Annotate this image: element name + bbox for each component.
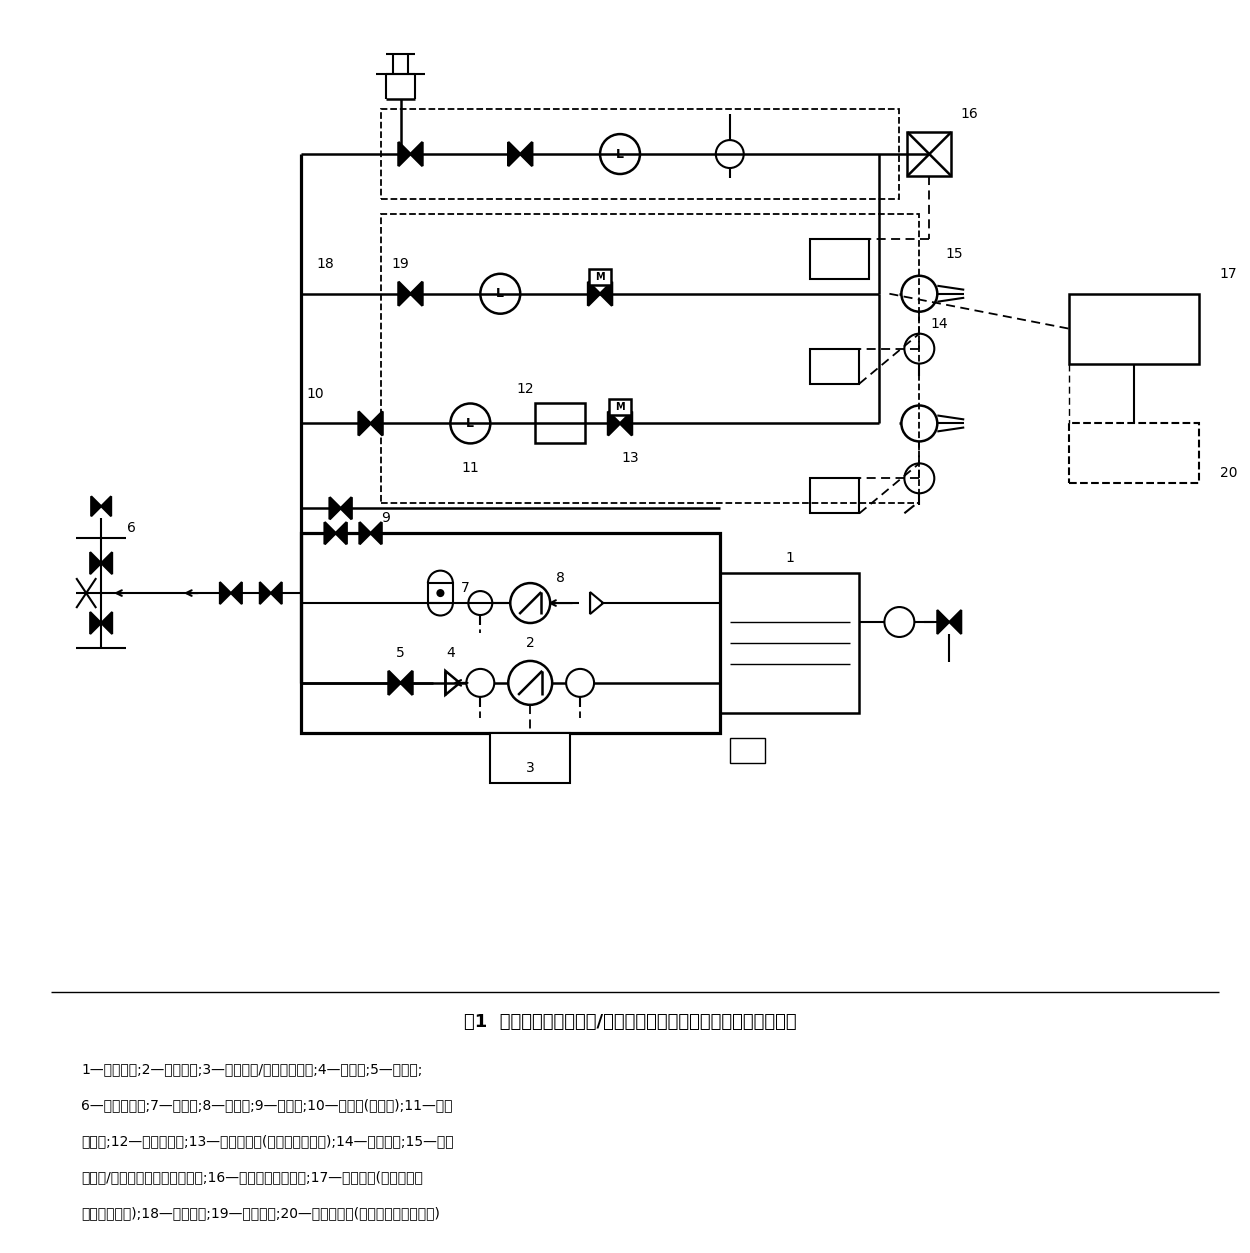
- Circle shape: [905, 333, 934, 363]
- Circle shape: [716, 140, 744, 168]
- Circle shape: [510, 583, 550, 623]
- Polygon shape: [341, 497, 351, 519]
- Polygon shape: [101, 611, 112, 634]
- Text: 现场控制箱等);18—供水管网;19—供水支管;20—联动控制器(或自动报警系统主机): 现场控制箱等);18—供水管网;19—供水支管;20—联动控制器(或自动报警系统…: [81, 1205, 440, 1219]
- Circle shape: [450, 403, 490, 444]
- Bar: [380, 109, 900, 199]
- Bar: [301, 534, 720, 733]
- Polygon shape: [90, 611, 101, 634]
- Text: 5: 5: [396, 647, 405, 660]
- Polygon shape: [400, 670, 412, 695]
- Text: 消防炮/喷射型自动射流灭火装置;16—模拟末端试水装置;17—控制装置(控制主机、: 消防炮/喷射型自动射流灭火装置;16—模拟末端试水装置;17—控制装置(控制主机…: [81, 1170, 422, 1184]
- Circle shape: [600, 134, 640, 174]
- Bar: [810, 479, 860, 514]
- Polygon shape: [399, 282, 410, 306]
- Text: 13: 13: [621, 451, 639, 465]
- Text: 12: 12: [516, 381, 534, 396]
- Polygon shape: [389, 670, 400, 695]
- Polygon shape: [220, 583, 231, 604]
- Text: 2: 2: [526, 637, 535, 650]
- Text: L: L: [466, 417, 474, 430]
- Bar: [380, 214, 919, 504]
- Text: 14: 14: [930, 317, 948, 331]
- Text: 4: 4: [446, 647, 455, 660]
- Bar: [535, 403, 585, 444]
- Circle shape: [901, 276, 938, 312]
- Text: M: M: [615, 402, 625, 412]
- Bar: [490, 733, 570, 783]
- Circle shape: [885, 606, 914, 637]
- Circle shape: [469, 591, 492, 615]
- Circle shape: [466, 669, 494, 697]
- Polygon shape: [370, 523, 381, 544]
- Polygon shape: [445, 670, 460, 695]
- Bar: [730, 738, 765, 763]
- Polygon shape: [101, 496, 111, 516]
- Text: 1—消防水池;2—消防水泵;3—消防水泵/稳压泵控制柜;4—止回阀;5—手动阀;: 1—消防水池;2—消防水泵;3—消防水泵/稳压泵控制柜;4—止回阀;5—手动阀;: [81, 1063, 422, 1076]
- Polygon shape: [359, 411, 370, 436]
- Polygon shape: [520, 142, 532, 167]
- Polygon shape: [590, 593, 604, 614]
- Text: 9: 9: [381, 511, 390, 525]
- Polygon shape: [330, 497, 341, 519]
- Bar: [428, 583, 452, 603]
- Polygon shape: [90, 553, 101, 574]
- Text: 19: 19: [391, 257, 410, 271]
- Text: L: L: [496, 287, 504, 301]
- Polygon shape: [588, 282, 600, 306]
- Bar: [589, 269, 611, 286]
- Text: 15: 15: [945, 247, 962, 261]
- Polygon shape: [410, 142, 422, 167]
- Text: 20: 20: [1220, 466, 1238, 480]
- Bar: [1069, 293, 1199, 363]
- Text: 16: 16: [960, 108, 978, 122]
- Text: M: M: [595, 272, 605, 282]
- Polygon shape: [325, 523, 336, 544]
- Circle shape: [905, 464, 934, 494]
- Polygon shape: [410, 282, 422, 306]
- Circle shape: [901, 406, 938, 441]
- Text: 指示器;12—控制模块箱;13—自动控制阀(电磁阀或电动阀);14—探测装置;15—自动: 指示器;12—控制模块箱;13—自动控制阀(电磁阀或电动阀);14—探测装置;1…: [81, 1134, 454, 1148]
- Circle shape: [480, 274, 520, 313]
- Text: 18: 18: [316, 257, 335, 271]
- Text: L: L: [616, 148, 624, 160]
- Bar: [908, 132, 951, 175]
- Text: 3: 3: [526, 761, 535, 774]
- Circle shape: [566, 669, 594, 697]
- Polygon shape: [336, 523, 346, 544]
- Polygon shape: [399, 142, 410, 167]
- Text: 1: 1: [785, 551, 794, 565]
- Text: 7: 7: [461, 581, 470, 595]
- Polygon shape: [370, 411, 382, 436]
- Bar: [720, 573, 860, 713]
- Text: 8: 8: [556, 571, 565, 585]
- Text: 11: 11: [461, 461, 479, 475]
- Text: 图1  自动消防炮灭火系统/喷射型自动射流灭火系统基本组成示意图: 图1 自动消防炮灭火系统/喷射型自动射流灭火系统基本组成示意图: [464, 1014, 796, 1031]
- Bar: [810, 348, 860, 383]
- Text: 6: 6: [126, 521, 135, 535]
- Text: 6—水泵接合器;7—气压罐;8—稳压泵;9—泄压阀;10—检修阀(信号阀);11—水流: 6—水泵接合器;7—气压罐;8—稳压泵;9—泄压阀;10—检修阀(信号阀);11…: [81, 1098, 452, 1111]
- Circle shape: [509, 660, 552, 705]
- Text: 17: 17: [1220, 267, 1238, 281]
- Polygon shape: [608, 411, 620, 436]
- Polygon shape: [600, 282, 612, 306]
- Polygon shape: [231, 583, 241, 604]
- Bar: [810, 239, 870, 278]
- Circle shape: [438, 590, 444, 596]
- Polygon shape: [101, 553, 112, 574]
- Bar: [1069, 424, 1199, 484]
- Polygon shape: [360, 523, 370, 544]
- Bar: [609, 400, 631, 415]
- Polygon shape: [620, 411, 632, 436]
- Polygon shape: [509, 142, 520, 167]
- Text: 10: 10: [308, 386, 325, 401]
- Polygon shape: [949, 610, 961, 634]
- Polygon shape: [91, 496, 101, 516]
- Polygon shape: [260, 583, 271, 604]
- Polygon shape: [938, 610, 949, 634]
- Polygon shape: [271, 583, 281, 604]
